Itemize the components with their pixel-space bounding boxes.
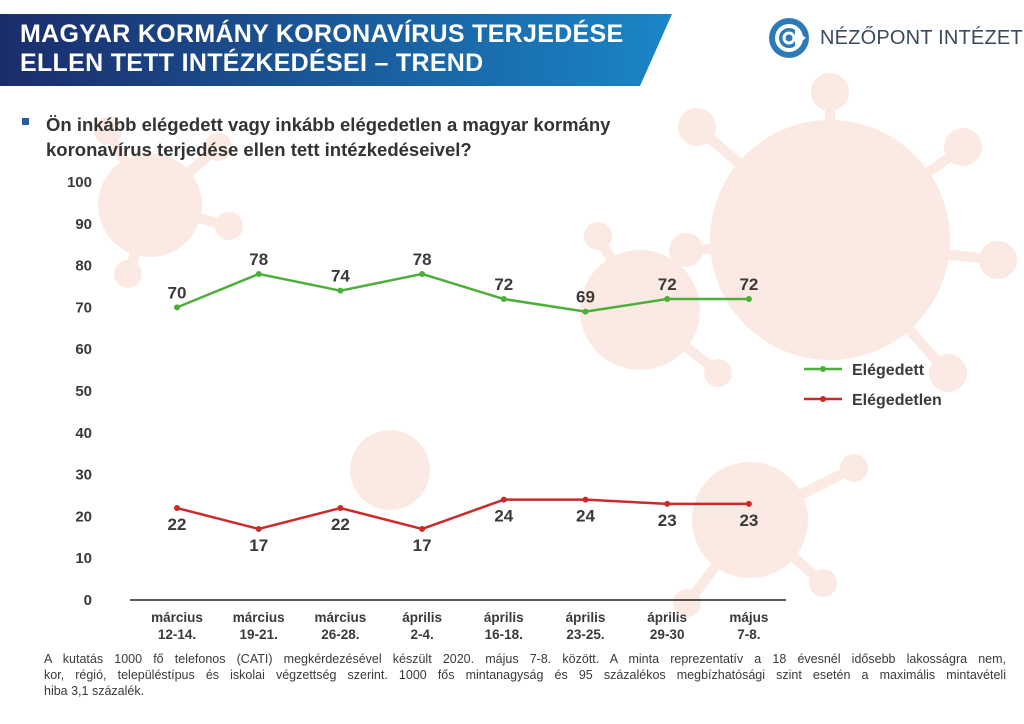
data-label: 22 <box>168 515 187 534</box>
data-label: 72 <box>658 275 677 294</box>
x-tick-label: április <box>566 610 606 625</box>
data-label: 24 <box>576 507 595 526</box>
y-tick-label: 60 <box>75 341 92 358</box>
x-tick-label: 29-30 <box>650 627 685 642</box>
data-point <box>500 296 507 303</box>
y-tick-label: 90 <box>75 216 92 233</box>
x-tick-label: április <box>647 610 687 625</box>
x-tick-label: 23-25. <box>566 627 604 642</box>
y-tick-label: 30 <box>75 467 92 484</box>
data-label: 72 <box>739 275 758 294</box>
nezopont-logo-icon <box>769 18 809 58</box>
x-tick-label: 16-18. <box>485 627 523 642</box>
series-line-elegedett <box>176 272 749 313</box>
data-label: 72 <box>494 275 513 294</box>
data-point <box>419 270 426 277</box>
data-point <box>419 525 426 532</box>
footnote-line1: A kutatás 1000 fő telefonos (CATI) megké… <box>44 652 1006 666</box>
series-line-elegedetlen <box>176 498 749 531</box>
brand-name: NÉZŐPONT INTÉZET <box>820 27 1023 49</box>
y-tick-label: 100 <box>67 174 92 191</box>
page-title-line2: ELLEN TETT INTÉZKEDÉSEI – TREND <box>20 49 484 77</box>
data-label: 23 <box>739 511 758 530</box>
data-point <box>255 525 262 532</box>
data-label: 74 <box>331 267 350 286</box>
x-tick-label: 26-28. <box>321 627 359 642</box>
x-tick-label: március <box>151 610 203 625</box>
data-point <box>255 270 262 277</box>
y-tick-label: 20 <box>75 508 92 525</box>
bullet-icon <box>22 118 29 125</box>
legend-label: Elégedett <box>852 362 925 379</box>
data-point <box>745 296 752 303</box>
trend-chart: 0 10 20 30 40 50 60 70 80 90 100 március 12-14. márci… <box>67 174 942 642</box>
data-label: 78 <box>413 250 432 269</box>
question-text: Ön inkább elégedett vagy inkább elégedet… <box>46 112 706 162</box>
y-tick-label: 0 <box>84 592 92 609</box>
y-tick-label: 40 <box>75 425 92 442</box>
x-tick-label: 2-4. <box>410 627 433 642</box>
x-tick-label: március <box>233 610 285 625</box>
legend-marker <box>820 366 826 372</box>
data-point <box>664 296 671 303</box>
x-tick-label: 12-14. <box>158 627 196 642</box>
data-label: 24 <box>494 507 513 526</box>
page-title: MAGYAR KORMÁNY KORONAVÍRUS TERJEDÉSE ELL… <box>20 20 623 78</box>
y-tick-label: 10 <box>75 550 92 567</box>
data-label: 78 <box>249 250 268 269</box>
x-tick-label: 19-21. <box>240 627 278 642</box>
data-point <box>174 505 180 512</box>
data-point <box>745 500 752 507</box>
question-line1: Ön inkább elégedett vagy inkább elégedet… <box>46 114 611 135</box>
brand-logo: NÉZŐPONT INTÉZET <box>768 17 1023 61</box>
x-tick-label: március <box>315 610 367 625</box>
data-point <box>174 304 180 311</box>
y-tick-label: 70 <box>75 299 92 316</box>
x-tick-label: május <box>729 610 768 625</box>
x-tick-label: 7-8. <box>737 627 760 642</box>
question-line2: koronavírus terjedése ellen tett intézke… <box>46 139 472 160</box>
data-point <box>582 496 589 503</box>
data-label: 17 <box>413 536 432 555</box>
data-label: 70 <box>168 283 187 302</box>
x-tick-label: április <box>402 610 442 625</box>
data-point <box>582 308 589 315</box>
title-banner <box>0 14 672 86</box>
data-label: 69 <box>576 288 595 307</box>
data-point <box>500 496 507 503</box>
data-label: 22 <box>331 515 350 534</box>
data-point <box>664 500 671 507</box>
x-tick-label: április <box>484 610 524 625</box>
page-title-line1: MAGYAR KORMÁNY KORONAVÍRUS TERJEDÉSE <box>20 20 624 48</box>
data-label: 23 <box>658 511 677 530</box>
data-label: 17 <box>249 536 268 555</box>
data-point <box>337 505 344 512</box>
methodology-footnote: A kutatás 1000 fő telefonos (CATI) megké… <box>44 651 1006 699</box>
legend-marker <box>820 396 826 402</box>
footnote-line2: kor, régió, településtípus és iskolai vé… <box>44 668 1006 682</box>
y-tick-label: 80 <box>75 258 92 275</box>
y-tick-label: 50 <box>75 383 92 400</box>
legend-label: Elégedetlen <box>852 392 942 409</box>
footnote-line3: hiba 3,1 százalék. <box>44 684 145 698</box>
data-point <box>337 287 344 294</box>
